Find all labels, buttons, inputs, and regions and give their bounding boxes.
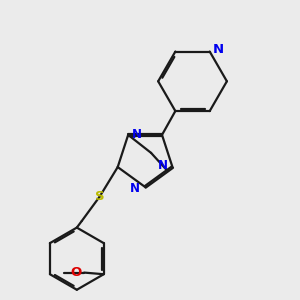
Text: N: N xyxy=(130,182,140,195)
Text: O: O xyxy=(70,266,82,279)
Text: N: N xyxy=(213,44,224,56)
Text: N: N xyxy=(132,128,142,141)
Text: S: S xyxy=(95,190,104,203)
Text: N: N xyxy=(158,159,168,172)
